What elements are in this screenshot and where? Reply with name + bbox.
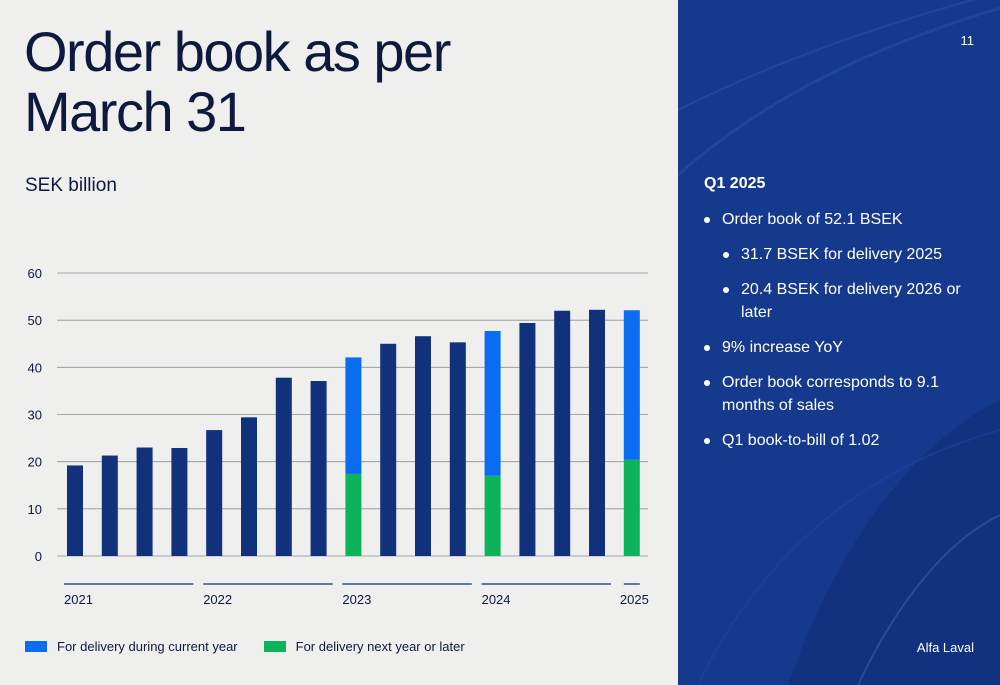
bar-current-year — [623, 310, 640, 460]
summary-bullet: Order book corresponds to 9.1 months of … — [704, 371, 989, 417]
bar-next-year — [345, 473, 362, 556]
legend-swatch-current-year — [25, 641, 47, 652]
bar-total — [136, 447, 153, 556]
chart-legend: For delivery during current year For del… — [25, 639, 491, 654]
y-tick-label: 50 — [28, 313, 42, 328]
bar-total — [171, 447, 188, 556]
bar-current-year — [484, 331, 501, 476]
bar-total — [101, 455, 118, 556]
y-tick-label: 0 — [35, 549, 42, 564]
x-year-label: 2023 — [342, 592, 371, 607]
summary-bullets: Order book of 52.1 BSEK 31.7 BSEK for del… — [704, 208, 989, 464]
bar-current-year — [345, 357, 362, 474]
y-tick-label: 30 — [28, 408, 42, 423]
page-title: Order book as per March 31 — [24, 20, 451, 143]
x-year-label: 2021 — [64, 592, 93, 607]
title-line-1: Order book as per — [24, 20, 451, 83]
x-year-label: 2022 — [203, 592, 232, 607]
summary-bullet: Q1 book-to-bill of 1.02 — [704, 429, 989, 452]
bar-total — [310, 381, 327, 556]
y-tick-label: 10 — [28, 502, 42, 517]
bar-total — [206, 430, 223, 556]
summary-heading: Q1 2025 — [704, 175, 766, 192]
panel-decoration — [678, 0, 1000, 685]
bar-total — [67, 465, 83, 556]
summary-bullet: 31.7 BSEK for delivery 2025 — [723, 243, 989, 266]
bar-total — [554, 310, 571, 556]
page-number: 11 — [960, 33, 975, 48]
y-tick-label: 60 — [28, 266, 42, 281]
legend-label-next-year: For delivery next year or later — [295, 639, 465, 654]
legend-item-current-year: For delivery during current year — [25, 639, 238, 654]
x-year-label: 2025 — [620, 592, 649, 607]
unit-label: SEK billion — [25, 175, 117, 196]
summary-panel: 11 Q1 2025 Order book of 52.1 BSEK 31.7 B… — [678, 0, 1000, 685]
summary-bullet: 20.4 BSEK for delivery 2026 or later — [723, 278, 989, 324]
title-line-2: March 31 — [24, 80, 247, 143]
bar-total — [275, 377, 292, 556]
summary-bullet: Order book of 52.1 BSEK — [704, 208, 989, 231]
legend-label-current-year: For delivery during current year — [57, 639, 238, 654]
bar-total — [241, 417, 257, 556]
bar-total — [449, 342, 466, 556]
order-book-chart: 0 10 20 30 40 50 60 2021 2022 2023 2024 2025 — [28, 266, 649, 607]
bar-total — [380, 343, 397, 556]
bar-total — [519, 322, 536, 556]
brand-name: Alfa Laval — [916, 640, 974, 655]
summary-bullet: 9% increase YoY — [704, 336, 989, 359]
y-tick-label: 40 — [28, 360, 42, 375]
legend-item-next-year: For delivery next year or later — [263, 639, 465, 654]
legend-swatch-next-year — [263, 641, 286, 652]
x-year-label: 2024 — [482, 592, 511, 607]
bar-total — [415, 336, 431, 556]
bar-total — [589, 309, 605, 556]
bar-next-year — [484, 475, 501, 556]
y-tick-label: 20 — [28, 455, 42, 470]
bar-next-year — [623, 459, 640, 556]
